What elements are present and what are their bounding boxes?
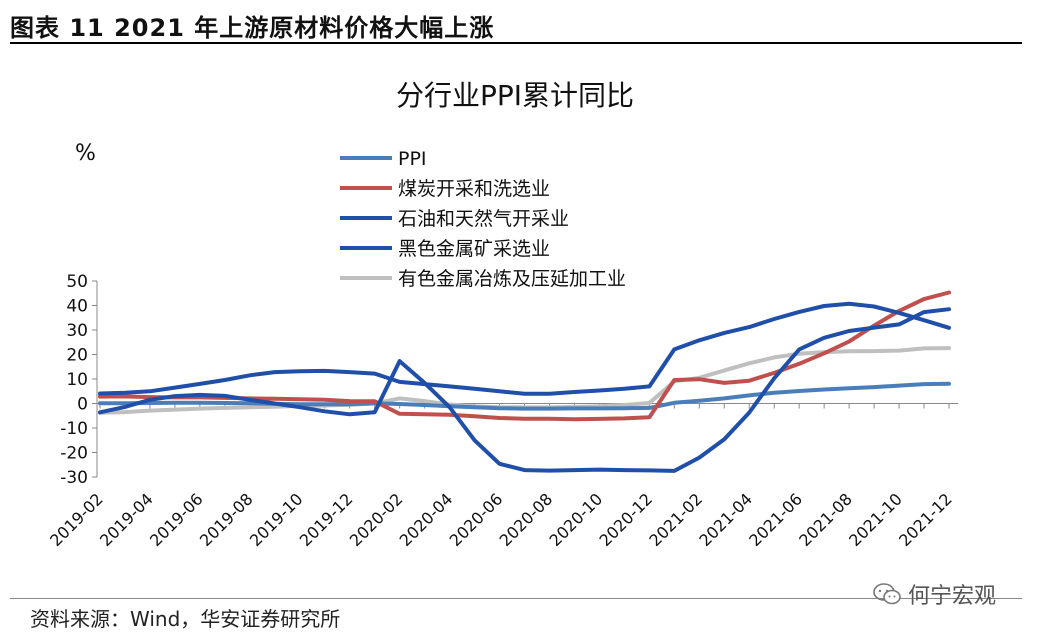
- x-tick-label: 2020-04: [396, 489, 457, 550]
- y-tick-label: 30: [66, 321, 88, 341]
- y-tick-label: 20: [66, 346, 88, 366]
- chart: 分行业PPI累计同比 % PPI 煤炭开采和洗选业石油和天然气开采业黑色金属矿采选…: [46, 79, 958, 550]
- y-tick-label: -20: [60, 444, 88, 464]
- x-tick-label: 2021-06: [745, 489, 806, 550]
- x-tick-label: 2021-04: [695, 489, 756, 550]
- series-line: [98, 307, 951, 473]
- y-tick-label: 50: [66, 272, 88, 292]
- x-tick-label: 2019-12: [296, 489, 357, 550]
- chart-title: 分行业PPI累计同比: [396, 79, 634, 112]
- series-line: [98, 290, 951, 422]
- x-tick-label: 2019-02: [46, 489, 107, 550]
- legend-label: 黑色金属矿采选业: [398, 238, 550, 260]
- footer-rule: [10, 598, 1022, 599]
- y-tick-label: -10: [60, 419, 88, 439]
- x-tick-label: 2019-10: [246, 489, 307, 550]
- y-tick-label: -30: [60, 468, 88, 488]
- x-tick-label: 2020-10: [546, 489, 607, 550]
- y-tick-label: 10: [66, 370, 88, 390]
- watermark: 何宁宏观: [872, 578, 996, 610]
- y-tick-label: 40: [66, 297, 88, 317]
- y-axis-unit: %: [75, 141, 96, 166]
- watermark-text: 何宁宏观: [908, 584, 997, 609]
- x-tick-label: 2020-02: [346, 489, 407, 550]
- title-rule: [10, 42, 1022, 44]
- legend-label: 石油和天然气开采业: [398, 208, 569, 230]
- plot-area: [98, 290, 951, 473]
- series-line: [98, 381, 951, 411]
- y-tick-label: 0: [77, 395, 88, 415]
- legend-label: 有色金属冶炼及压延加工业: [398, 268, 626, 290]
- figure-title: 图表 11 2021 年上游原材料价格大幅上涨: [10, 14, 495, 42]
- legend-label: PPI: [398, 148, 427, 170]
- x-tick-label: 2021-02: [645, 489, 706, 550]
- legend-label: 煤炭开采和洗选业: [398, 178, 550, 200]
- y-axis: -30 -20 -10 0 10 20 30 40 50: [60, 272, 98, 488]
- x-tick-label: 2020-12: [595, 489, 656, 550]
- x-tick-label: 2021-10: [845, 489, 906, 550]
- source-note: 资料来源：Wind，华安证券研究所: [30, 607, 341, 631]
- x-tick-label: 2020-06: [446, 489, 507, 550]
- wechat-icon: [873, 583, 901, 605]
- x-tick-label: 2019-04: [96, 489, 157, 550]
- x-tick-label: 2019-08: [196, 489, 257, 550]
- series-line: [98, 301, 951, 396]
- x-tick-label: 2019-06: [146, 489, 207, 550]
- x-tick-label: 2021-12: [895, 489, 956, 550]
- x-axis: 2019-022019-042019-062019-082019-102019-…: [46, 403, 958, 550]
- x-tick-label: 2021-08: [795, 489, 856, 550]
- x-tick-label: 2020-08: [496, 489, 557, 550]
